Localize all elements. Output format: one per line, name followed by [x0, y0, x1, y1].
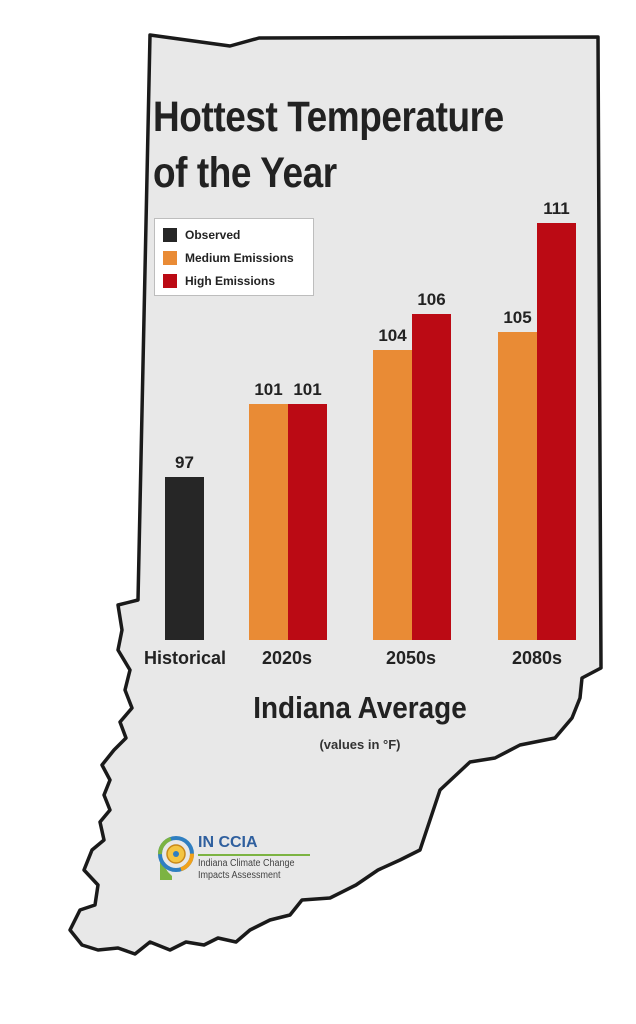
chart-title-line-2: of the Year [153, 149, 337, 197]
legend-swatch-high [163, 274, 177, 288]
legend-item-observed: Observed [163, 227, 240, 243]
legend: Observed Medium Emissions High Emissions [154, 218, 314, 296]
x-tick-label-2080s: 2080s [511, 648, 563, 668]
x-tick-label-2050s: 2050s [385, 648, 437, 668]
data-label-2080s-high-emissions: 111 [543, 199, 570, 219]
bar-historical-observed [165, 476, 204, 640]
bar-2080s-medium-emissions [498, 331, 537, 640]
legend-label-medium: Medium Emissions [185, 251, 294, 265]
chart-title-line-1: Hottest Temperature [153, 93, 504, 141]
in-ccia-logo: IN CCIA Indiana Climate Change Impacts A… [154, 832, 314, 884]
data-label-2020s-medium-emissions: 101 [254, 380, 283, 400]
legend-item-high: High Emissions [163, 273, 275, 289]
x-tick-label-2020s: 2020s [261, 648, 313, 668]
x-axis-label: Indiana Average [253, 690, 467, 725]
bar-2050s-high-emissions [412, 313, 451, 640]
legend-swatch-medium [163, 251, 177, 265]
bar-2050s-medium-emissions [373, 350, 412, 640]
logo-subtitle-line-2: Impacts Assessment [198, 870, 281, 881]
data-label-2080s-medium-emissions: 105 [503, 307, 532, 327]
legend-label-high: High Emissions [185, 274, 276, 288]
bar-2080s-high-emissions [537, 223, 576, 640]
bar-2020s-medium-emissions [249, 404, 288, 640]
units-note: (values in °F) [319, 737, 401, 752]
legend-label-observed: Observed [185, 228, 241, 242]
data-label-2050s-high-emissions: 106 [417, 289, 446, 309]
x-tick-label-historical: Historical [143, 648, 227, 668]
legend-item-medium: Medium Emissions [163, 250, 294, 266]
logo-subtitle-line-1: Indiana Climate Change [198, 858, 295, 869]
legend-swatch-observed [163, 228, 177, 242]
data-label-historical-observed: 97 [175, 452, 194, 472]
indiana-ccia-emblem-icon [158, 836, 194, 880]
logo-divider [198, 854, 310, 856]
logo-title: IN CCIA [198, 834, 258, 851]
data-label-2050s-medium-emissions: 104 [378, 326, 407, 345]
bar-2020s-high-emissions [288, 404, 327, 640]
data-label-2020s-high-emissions: 101 [293, 380, 322, 400]
